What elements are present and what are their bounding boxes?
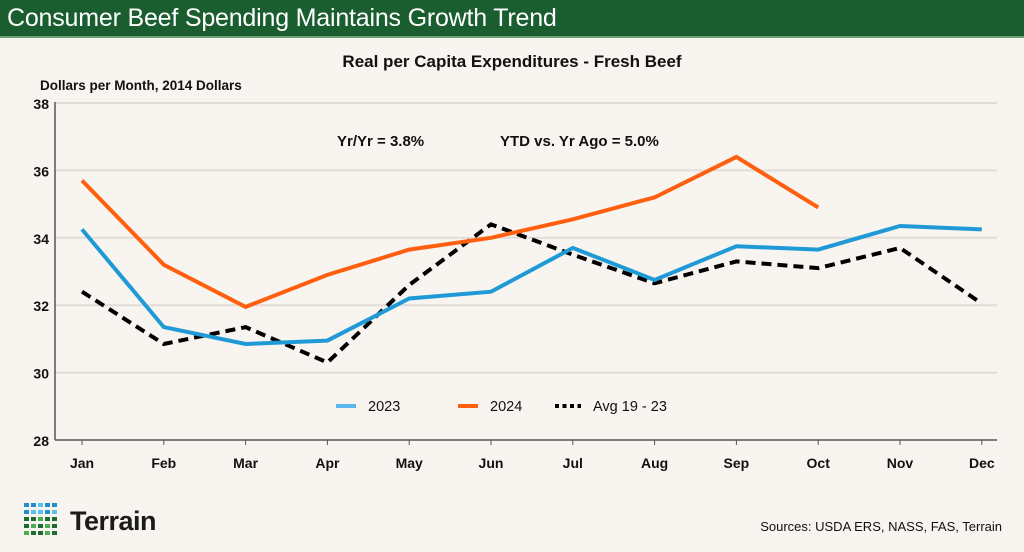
x-tick-label: Dec xyxy=(969,455,995,471)
y-tick-label: 30 xyxy=(33,366,49,382)
logo-square xyxy=(24,517,29,521)
legend-label: 2023 xyxy=(368,399,400,415)
y-tick-label: 38 xyxy=(33,96,49,112)
series-line-avg19-23 xyxy=(80,222,983,365)
logo-square xyxy=(52,510,57,514)
logo-square xyxy=(24,531,29,535)
logo-square xyxy=(38,524,43,528)
legend: 2023 2024 Avg 19 - 23 xyxy=(336,399,667,415)
page-title: Consumer Beef Spending Maintains Growth … xyxy=(7,4,557,32)
logo-square xyxy=(31,524,36,528)
logo-square xyxy=(24,524,29,528)
sources-note: Sources: USDA ERS, NASS, FAS, Terrain xyxy=(760,519,1002,534)
logo-square xyxy=(45,510,50,514)
series-line-2024 xyxy=(80,154,820,310)
terrain-logo-icon xyxy=(24,503,57,535)
annotation-ytd: YTD vs. Yr Ago = 5.0% xyxy=(500,133,659,150)
x-tick-label: Oct xyxy=(807,455,831,471)
x-tick-label: Feb xyxy=(151,455,176,471)
logo-square xyxy=(45,517,50,521)
x-tick-label: Jan xyxy=(70,455,94,471)
legend-label: Avg 19 - 23 xyxy=(593,399,667,415)
legend-label: 2024 xyxy=(490,399,522,415)
logo-square xyxy=(45,503,50,507)
logo-square xyxy=(52,524,57,528)
logo-square xyxy=(31,517,36,521)
chart-title: Real per Capita Expenditures - Fresh Bee… xyxy=(342,52,682,71)
x-tick-label: Jul xyxy=(563,455,583,471)
header-banner: Consumer Beef Spending Maintains Growth … xyxy=(0,0,1024,38)
series-line-2023 xyxy=(80,223,982,346)
x-tick-label: Sep xyxy=(724,455,750,471)
logo-square xyxy=(52,517,57,521)
x-tick-label: Aug xyxy=(641,455,668,471)
logo-square xyxy=(38,510,43,514)
x-tick-label: May xyxy=(396,455,423,471)
logo-square xyxy=(38,503,43,507)
axes: 28 30 32 34 36 38 Jan Feb Mar Apr May Jun Jul Aug Sep O… xyxy=(33,96,997,471)
logo-square xyxy=(45,524,50,528)
y-tick-label: 34 xyxy=(33,231,49,247)
gridlines xyxy=(55,102,997,374)
y-tick-label: 36 xyxy=(33,163,49,179)
y-tick-label: 28 xyxy=(33,433,49,449)
x-tick-label: Apr xyxy=(315,455,340,471)
logo-square xyxy=(45,531,50,535)
logo-square xyxy=(38,517,43,521)
logo-square xyxy=(24,510,29,514)
logo-square xyxy=(31,503,36,507)
logo-square xyxy=(52,531,57,535)
x-tick-label: Mar xyxy=(233,455,258,471)
logo-square xyxy=(38,531,43,535)
annotation-yoy: Yr/Yr = 3.8% xyxy=(337,133,424,150)
logo-square xyxy=(31,531,36,535)
series-lines xyxy=(80,154,983,365)
logo-square xyxy=(31,510,36,514)
x-tick-label: Jun xyxy=(479,455,504,471)
logo-square xyxy=(52,503,57,507)
logo-square xyxy=(24,503,29,507)
y-tick-label: 32 xyxy=(33,298,49,314)
brand-name: Terrain xyxy=(70,506,157,536)
x-tick-label: Nov xyxy=(887,455,914,471)
y-axis-label: Dollars per Month, 2014 Dollars xyxy=(40,78,242,93)
